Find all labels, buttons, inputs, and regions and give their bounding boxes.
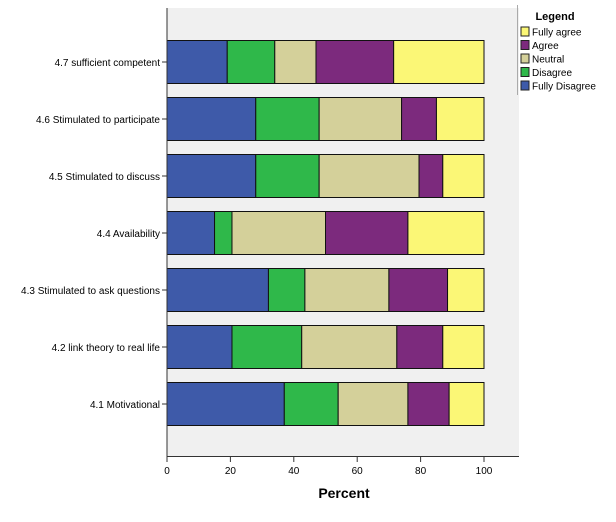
bar-segment-disagree bbox=[255, 154, 320, 198]
bar-segment-agree bbox=[388, 268, 449, 312]
bar-segment-disagree bbox=[214, 211, 233, 255]
bar-segment-fully-agree bbox=[407, 211, 485, 255]
legend-item: Neutral bbox=[520, 53, 564, 66]
y-tick-label: 4.6 Stimulated to participate bbox=[36, 115, 160, 126]
y-tick-label: 4.4 Availability bbox=[97, 229, 160, 240]
bar-segment-fully-agree bbox=[393, 40, 485, 84]
bar-segment-neutral bbox=[304, 268, 390, 312]
legend-label: Fully agree bbox=[532, 28, 582, 39]
bar-segment-disagree bbox=[255, 97, 320, 141]
bar-segment-fully-agree bbox=[442, 154, 485, 198]
legend-label: Fully Disagree bbox=[532, 82, 596, 93]
legend-swatch bbox=[520, 67, 530, 77]
bar-segment-disagree bbox=[231, 325, 303, 369]
x-tick-label: 80 bbox=[415, 466, 427, 477]
legend-swatch bbox=[520, 26, 530, 37]
legend-label: Disagree bbox=[532, 68, 572, 79]
bar-segment-disagree bbox=[226, 40, 276, 84]
legend-item: Fully Disagree bbox=[520, 80, 596, 93]
bar-segment-fully-agree bbox=[435, 97, 485, 141]
y-tick-label: 4.5 Stimulated to discuss bbox=[49, 172, 160, 183]
legend-swatch bbox=[520, 80, 530, 91]
legend-swatch bbox=[520, 40, 530, 50]
x-tick-label: 60 bbox=[352, 466, 364, 477]
bar-segment-agree bbox=[315, 40, 395, 84]
bar-segment-disagree bbox=[267, 268, 306, 312]
bar-segment-fully-disagree bbox=[166, 97, 257, 141]
y-tick-label: 4.2 link theory to real life bbox=[52, 343, 161, 354]
bar-segment-neutral bbox=[231, 211, 326, 255]
y-tick-label: 4.3 Stimulated to ask questions bbox=[21, 286, 160, 297]
bar-segment-agree bbox=[325, 211, 409, 255]
bar-segment-fully-disagree bbox=[166, 325, 233, 369]
bar-segment-neutral bbox=[337, 382, 409, 426]
bar-segment-agree bbox=[407, 382, 450, 426]
bar-segment-fully-disagree bbox=[166, 268, 269, 312]
bar-segment-agree bbox=[401, 97, 437, 141]
bar-segment-agree bbox=[396, 325, 444, 369]
bar-segment-fully-agree bbox=[447, 268, 485, 312]
legend-swatch bbox=[520, 53, 530, 64]
bar-segment-fully-disagree bbox=[166, 382, 285, 426]
bar-segment-fully-disagree bbox=[166, 40, 228, 84]
bar-segment-neutral bbox=[274, 40, 317, 84]
bar-segment-agree bbox=[418, 154, 444, 198]
legend-item: Agree bbox=[520, 40, 559, 52]
x-tick-label: 0 bbox=[164, 466, 170, 477]
bar-segment-fully-agree bbox=[442, 325, 485, 369]
x-tick-label: 20 bbox=[225, 466, 237, 477]
bar-segment-disagree bbox=[283, 382, 339, 426]
legend-label: Neutral bbox=[532, 55, 564, 66]
bar-segment-neutral bbox=[318, 97, 403, 141]
x-tick-label: 100 bbox=[476, 466, 493, 477]
legend-title: Legend bbox=[535, 11, 574, 23]
bar-segment-neutral bbox=[301, 325, 398, 369]
x-axis-label: Percent bbox=[318, 485, 370, 501]
bar-segment-neutral bbox=[318, 154, 420, 198]
legend-item: Disagree bbox=[520, 67, 572, 79]
y-tick-label: 4.7 sufficient competent bbox=[55, 58, 161, 69]
bar-segment-fully-agree bbox=[448, 382, 485, 426]
legend-item: Fully agree bbox=[520, 26, 582, 39]
legend-label: Agree bbox=[532, 41, 559, 52]
bar-segment-fully-disagree bbox=[166, 211, 216, 255]
x-tick-label: 40 bbox=[288, 466, 300, 477]
y-tick-label: 4.1 Motivational bbox=[90, 400, 160, 411]
bar-segment-fully-disagree bbox=[166, 154, 257, 198]
